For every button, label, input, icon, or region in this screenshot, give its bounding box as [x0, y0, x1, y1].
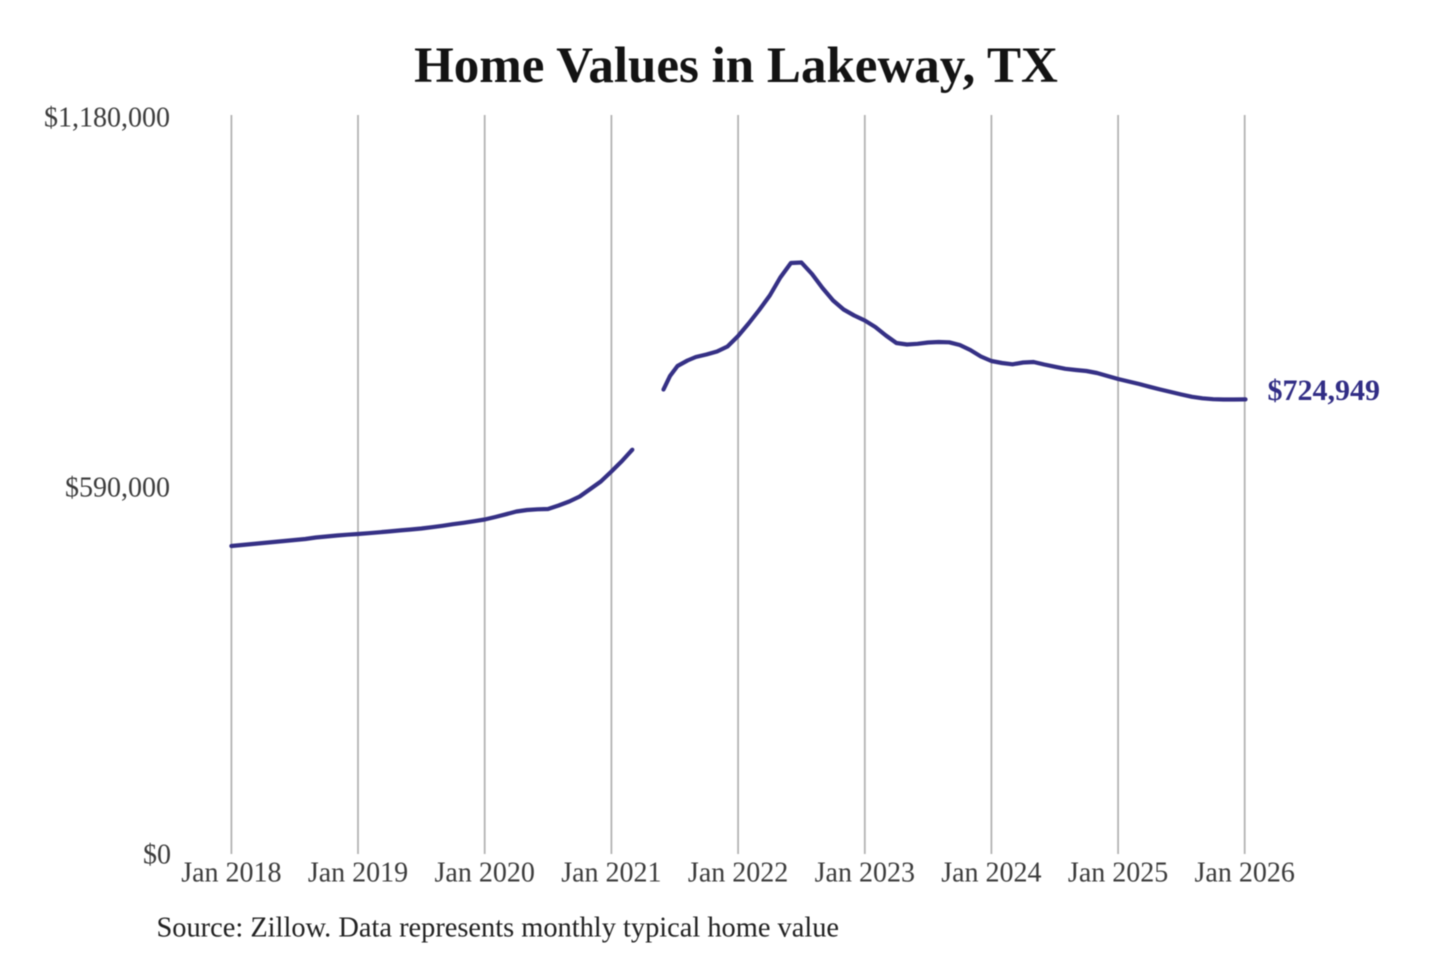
svg-text:Jan 2024: Jan 2024	[941, 858, 1041, 889]
svg-text:Jan 2021: Jan 2021	[561, 858, 661, 889]
svg-text:Jan 2020: Jan 2020	[435, 858, 535, 889]
svg-text:$1,180,000: $1,180,000	[44, 103, 170, 134]
svg-text:Home Values in Lakeway, TX: Home Values in Lakeway, TX	[414, 38, 1058, 94]
svg-text:Source: Zillow. Data represent: Source: Zillow. Data represents monthly …	[157, 913, 840, 944]
svg-text:Jan 2026: Jan 2026	[1195, 858, 1295, 889]
svg-text:Jan 2022: Jan 2022	[688, 858, 788, 889]
svg-text:$724,949: $724,949	[1268, 374, 1381, 407]
svg-text:Jan 2018: Jan 2018	[181, 858, 281, 889]
svg-text:Jan 2023: Jan 2023	[815, 858, 915, 889]
svg-text:$0: $0	[143, 840, 171, 871]
svg-text:Jan 2025: Jan 2025	[1068, 858, 1168, 889]
svg-text:$590,000: $590,000	[65, 473, 170, 504]
svg-text:Jan 2019: Jan 2019	[308, 858, 408, 889]
